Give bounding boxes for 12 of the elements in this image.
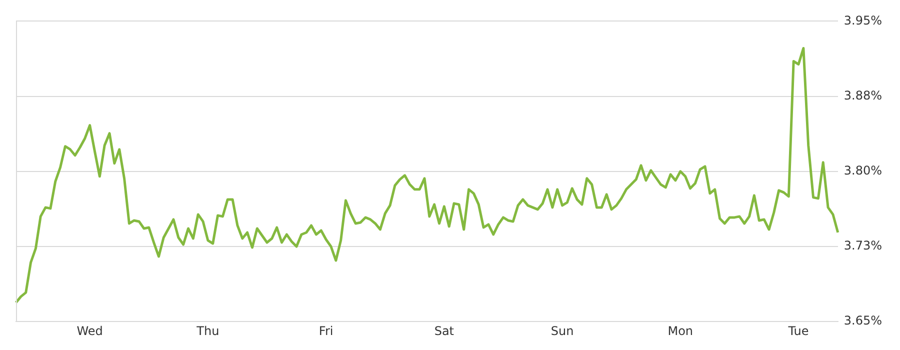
x-tick-label: Tue <box>787 324 809 338</box>
y-tick-label: 3.80% <box>844 164 882 178</box>
y-tick-label: 3.65% <box>844 314 882 328</box>
x-tick-label: Fri <box>318 324 334 338</box>
x-tick-label: Mon <box>668 324 694 338</box>
x-tick-label: Sun <box>550 324 574 338</box>
x-tick-label: Wed <box>76 324 103 338</box>
x-tick-label: Sat <box>434 324 454 338</box>
y-tick-label: 3.95% <box>844 13 882 28</box>
x-tick-label: Thu <box>196 324 220 338</box>
y-tick-label: 3.88% <box>844 88 882 102</box>
y-tick-label: 3.73% <box>844 238 882 253</box>
